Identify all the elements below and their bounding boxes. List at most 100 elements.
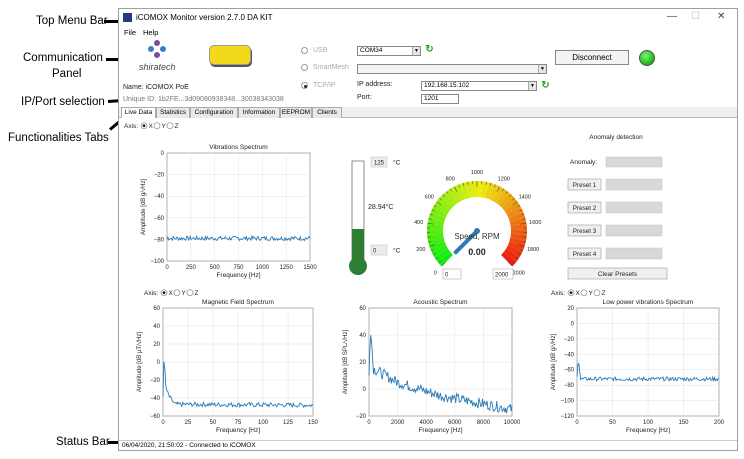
com-port-select[interactable]: COM34 ▼ <box>357 46 421 56</box>
preset-3-button[interactable] <box>567 224 602 237</box>
connection-led <box>639 50 655 66</box>
clear-presets-button[interactable] <box>567 267 668 280</box>
gauge-tick-label: 1400 <box>519 194 531 200</box>
gauge-arc-segment <box>501 197 518 212</box>
y-tick-label: −20 <box>564 337 575 343</box>
y-axis-label: Amplitude [dB µT/√Hz] <box>136 332 143 392</box>
radio-tcpip[interactable] <box>301 82 308 89</box>
gauge-tick <box>442 194 446 197</box>
preset-1-button[interactable] <box>567 178 602 191</box>
preset-4-label: Preset 4 <box>573 251 597 258</box>
tab-configuration[interactable]: Configuration <box>190 107 238 118</box>
gauge-max-value: 2000 <box>495 273 509 279</box>
gauge-tick <box>522 241 526 243</box>
radio-usb[interactable] <box>301 47 308 54</box>
gauge-tick <box>513 260 516 264</box>
menu-help[interactable]: Help <box>143 28 159 37</box>
y-tick-label: −80 <box>564 383 575 389</box>
x-tick-label: 0 <box>165 265 169 271</box>
x-tick-label: 200 <box>714 420 725 426</box>
chart-1: Magnetic Field Spectrum 0 25 50 75 100 125 150 6… <box>136 299 319 434</box>
x-tick-label: 750 <box>233 265 244 271</box>
thermometer-min: 0 <box>373 249 377 255</box>
lowpower-axis-label: Axis: <box>551 290 565 297</box>
gauge-arc-segment <box>507 241 525 252</box>
menu-file[interactable]: File <box>124 28 137 37</box>
preset-4-button[interactable] <box>567 247 602 260</box>
preset-2-label: Preset 2 <box>573 205 597 212</box>
y-axis-label: Amplitude [dB g/√Hz] <box>550 334 557 391</box>
gauge-tick <box>517 205 521 208</box>
chevron-down-icon: ▼ <box>412 47 420 55</box>
magnetic-radio-z[interactable] <box>186 289 194 297</box>
series-line-3 <box>576 362 720 383</box>
x-tick-label: 125 <box>283 420 294 426</box>
annotation-line-menu <box>104 20 119 23</box>
gauge-tick <box>429 244 436 247</box>
gauge-tick-label: 1000 <box>471 170 483 176</box>
app-logo-icon <box>123 13 132 22</box>
preset-2-button[interactable] <box>567 201 602 214</box>
annotation-panel: Panel <box>52 68 82 80</box>
status-bar: 06/04/2020, 21:50:02 - Connected to iCOM… <box>119 440 737 451</box>
annotation-communication: Communication <box>23 52 103 64</box>
device-name: Name: iCOMOX PoE <box>123 84 189 91</box>
gauge-tick <box>428 218 432 220</box>
gauge-arc-segment <box>427 223 444 230</box>
x-tick-label: 25 <box>185 420 192 426</box>
vibration-axis-option-x: X <box>149 123 154 130</box>
gauge-arc-segment <box>427 237 445 247</box>
gauge-tick <box>522 218 526 220</box>
radio-smartmesh[interactable] <box>301 64 308 71</box>
ip-address-select[interactable]: 192.168.15.102 ▼ <box>421 81 537 91</box>
gauge-max-box <box>492 268 514 280</box>
tab-information[interactable]: Information <box>238 107 280 118</box>
gauge-arc-segment <box>488 184 500 201</box>
tab-live-data[interactable]: Live Data <box>121 107 156 118</box>
x-axis-label: Frequency [Hz] <box>216 272 260 279</box>
gauge-tick <box>512 201 518 206</box>
gauge-arc-segment <box>465 181 474 198</box>
tab-statistics[interactable]: Statistics <box>156 107 190 118</box>
gauge-tick <box>521 213 525 216</box>
gauge-tick-label: 600 <box>425 194 434 200</box>
vibration-radio-dot <box>142 124 146 128</box>
gauge-arc-segment <box>509 237 527 247</box>
close-button[interactable]: ✕ <box>717 11 726 22</box>
ip-address-value: 192.168.15.102 <box>424 82 470 89</box>
gauge-arc-segment <box>454 184 466 201</box>
magnetic-radio-y[interactable] <box>173 289 181 297</box>
chevron-down-icon: ▼ <box>528 82 536 90</box>
gauge-arc-segment <box>434 248 451 262</box>
tab-clients[interactable]: Clients <box>312 107 342 118</box>
disconnect-button[interactable]: Disconnect <box>555 50 629 65</box>
gauge-tick <box>508 194 512 197</box>
x-tick-label: 75 <box>235 420 242 426</box>
x-tick-label: 1250 <box>279 265 293 271</box>
usb-label: USB <box>313 47 328 54</box>
lowpower-radio-y[interactable] <box>580 289 588 297</box>
gauge-arc-segment <box>431 245 449 258</box>
lowpower-axis-option-x: X <box>576 290 581 297</box>
maximize-button[interactable]: ☐ <box>691 11 700 22</box>
tab-eeprom[interactable]: EEPROM <box>280 107 312 118</box>
gauge-tick <box>494 184 496 188</box>
lowpower-radio-z[interactable] <box>593 289 601 297</box>
gauge-tick <box>512 197 515 201</box>
refresh-ip-icon[interactable]: ↻ <box>541 80 550 91</box>
thermometer-max: 125 <box>374 161 385 167</box>
vibration-radio-z[interactable] <box>166 122 174 130</box>
port-input[interactable]: 1201 <box>421 94 459 104</box>
refresh-com-icon[interactable]: ↻ <box>425 44 434 55</box>
smartmesh-select[interactable]: ▼ <box>357 64 547 74</box>
gauge-tick <box>435 257 439 260</box>
gauge-value: 0.00 <box>468 247 486 257</box>
gauge-tick-label: 1800 <box>527 247 539 253</box>
gauge-tick <box>431 249 434 252</box>
minimize-button[interactable]: — <box>667 11 677 22</box>
gauge-tick-label: 0 <box>434 271 437 277</box>
vibration-radio-y[interactable] <box>153 122 161 130</box>
y-tick-label: −20 <box>154 173 165 179</box>
y-tick-label: −100 <box>150 259 164 265</box>
gauge-needle <box>453 229 479 255</box>
